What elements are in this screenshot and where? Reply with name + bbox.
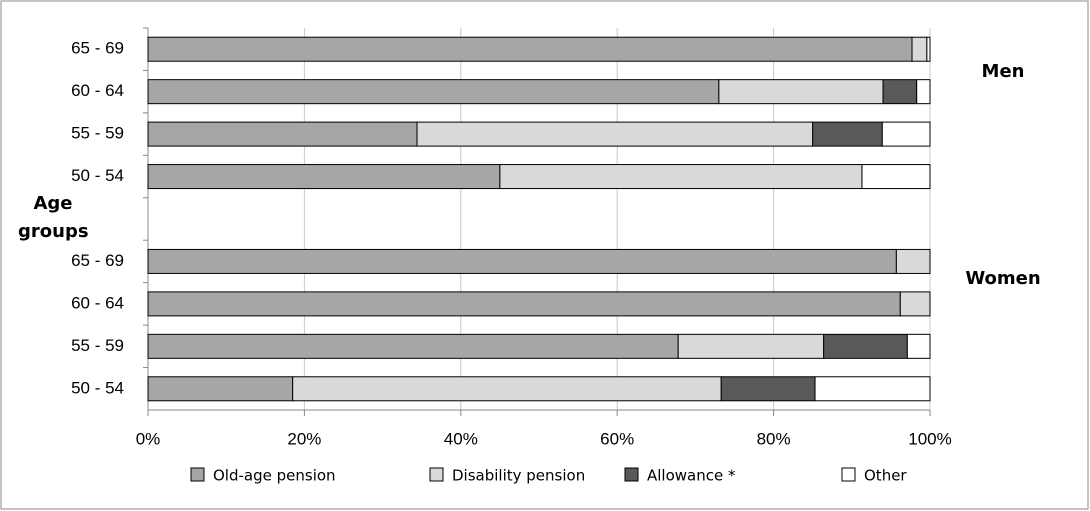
bar-segment	[718, 79, 884, 105]
y-tick-label: 50 - 54	[71, 378, 124, 397]
bar-segment	[147, 291, 901, 317]
bar-segment	[895, 248, 931, 274]
x-tick-label: 60%	[600, 429, 634, 448]
bar-segment	[416, 121, 814, 147]
bar-segment	[720, 376, 816, 402]
bar-segment	[906, 333, 931, 359]
legend-swatch	[190, 467, 205, 482]
annotation: Women	[965, 268, 1040, 289]
x-tick-label: 40%	[444, 429, 478, 448]
bar-segment	[677, 333, 825, 359]
legend-swatch	[429, 467, 444, 482]
y-tick-label: 65 - 69	[71, 39, 124, 58]
y-tick-label: 55 - 59	[71, 336, 124, 355]
bar-segment	[882, 79, 918, 105]
bar-segment	[812, 121, 883, 147]
bar-segment	[911, 36, 928, 62]
bar-segment	[292, 376, 722, 402]
bar-segment	[861, 164, 931, 190]
x-tick-label: 0%	[136, 429, 161, 448]
bar-segment	[499, 164, 863, 190]
y-axis-label: Age groups	[18, 193, 89, 242]
annotation: Men	[982, 61, 1025, 82]
bar-segment	[814, 376, 931, 402]
bar-segment	[147, 164, 501, 190]
bar-segment	[899, 291, 931, 317]
x-tick-label: 20%	[287, 429, 321, 448]
bar-segment	[823, 333, 908, 359]
bar-segment	[147, 248, 897, 274]
y-tick-label: 50 - 54	[71, 166, 124, 185]
legend-swatch	[624, 467, 639, 482]
legend-label: Allowance *	[647, 467, 736, 485]
legend-label: Old-age pension	[213, 467, 336, 485]
bar-segment	[916, 79, 931, 105]
bar-segment	[881, 121, 931, 147]
bar-segment	[147, 333, 679, 359]
bar-segment	[147, 36, 913, 62]
bar-segment	[147, 79, 720, 105]
legend-label: Disability pension	[452, 467, 585, 485]
legend-swatch	[841, 467, 856, 482]
bar-segment	[147, 121, 418, 147]
y-tick-label: 60 - 64	[71, 293, 124, 312]
x-tick-label: 80%	[757, 429, 791, 448]
legend-label: Other	[864, 467, 907, 485]
bar-segment	[926, 36, 931, 62]
y-tick-label: 60 - 64	[71, 81, 124, 100]
x-tick-label: 100%	[908, 429, 951, 448]
bar-segment	[147, 376, 294, 402]
y-tick-label: 55 - 59	[71, 124, 124, 143]
y-tick-label: 65 - 69	[71, 251, 124, 270]
